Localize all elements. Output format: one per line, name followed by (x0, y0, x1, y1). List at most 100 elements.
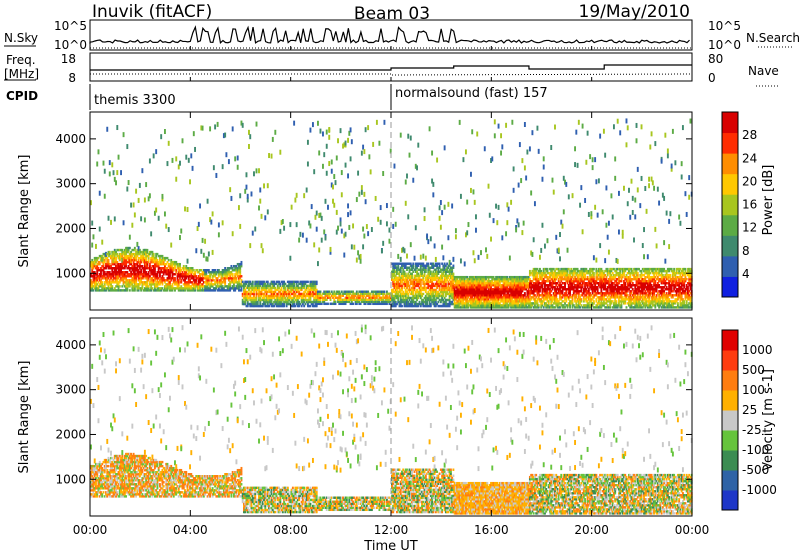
heatmap-cell (109, 171, 111, 176)
heatmap-cell (478, 255, 480, 260)
heatmap-cell (241, 275, 243, 277)
heatmap-cell (296, 193, 298, 198)
heatmap-cell (520, 178, 522, 183)
heatmap-cell (553, 190, 555, 195)
heatmap-cell (187, 259, 189, 264)
heatmap-cell (109, 160, 111, 165)
heatmap-cell (444, 145, 446, 150)
heatmap-cell (190, 153, 192, 158)
heatmap-cell (523, 221, 525, 226)
heatmap-cell (96, 161, 98, 166)
heatmap-cell (175, 177, 177, 182)
heatmap-cell (207, 199, 209, 204)
heatmap-cell (489, 213, 491, 218)
heatmap-cell (261, 214, 263, 219)
heatmap-cell (118, 155, 120, 160)
heatmap-cell (455, 228, 457, 233)
heatmap-cell (447, 235, 449, 240)
heatmap-cell (356, 197, 358, 202)
heatmap-cell (237, 165, 239, 170)
heatmap-cell (485, 247, 487, 252)
freq-left-tick-low: 8 (68, 71, 76, 85)
heatmap-cell (323, 229, 325, 234)
heatmap-cell (337, 226, 339, 231)
heatmap-cell (493, 218, 495, 223)
heatmap-cell (179, 263, 181, 265)
heatmap-cell (366, 224, 368, 229)
heatmap-cell (328, 135, 330, 140)
heatmap-cell (409, 153, 411, 158)
nave-label: Nave (748, 64, 779, 78)
heatmap-cell (450, 263, 452, 265)
heatmap-cell (388, 228, 390, 233)
heatmap-cell (500, 133, 502, 138)
heatmap-cell (215, 173, 217, 178)
heatmap-cell (432, 182, 434, 187)
heatmap-cell (462, 157, 464, 162)
heatmap-cell (113, 170, 115, 175)
heatmap-cell (360, 254, 362, 259)
heatmap-cell (524, 122, 526, 127)
heatmap-cell (115, 180, 117, 185)
heatmap-cell (128, 180, 130, 185)
heatmap-cell (126, 144, 128, 149)
heatmap-cell (422, 254, 424, 259)
heatmap-cell (247, 194, 249, 199)
heatmap-cell (494, 119, 496, 124)
heatmap-cell (294, 198, 296, 203)
heatmap-cell (258, 205, 260, 210)
heatmap-cell (234, 156, 236, 161)
heatmap-cell (431, 151, 433, 156)
heatmap-cell (150, 231, 152, 236)
heatmap-cell (91, 221, 93, 226)
heatmap-cell (138, 198, 140, 203)
heatmap-cell (184, 206, 186, 211)
heatmap-cell (291, 205, 293, 210)
heatmap-cell (158, 216, 160, 221)
heatmap-cell (313, 242, 315, 247)
heatmap-cell (494, 133, 496, 138)
heatmap-cell (108, 216, 110, 221)
heatmap-cell (540, 248, 542, 253)
heatmap-cell (550, 145, 552, 150)
heatmap-cell (165, 224, 167, 229)
heatmap-cell (486, 254, 488, 259)
heatmap-cell (356, 258, 358, 263)
heatmap-cell (350, 210, 352, 215)
heatmap-cell (498, 124, 500, 129)
heatmap-cell (505, 231, 507, 236)
heatmap-cell (452, 273, 454, 275)
heatmap-cell (436, 158, 438, 163)
heatmap-cell (160, 134, 162, 139)
heatmap-cell (547, 238, 549, 243)
heatmap-cell (367, 125, 369, 130)
heatmap-cell (440, 200, 442, 205)
heatmap-cell (238, 205, 240, 210)
heatmap-cell (111, 285, 113, 287)
heatmap-cell (170, 243, 172, 248)
heatmap-cell (352, 303, 354, 305)
heatmap-cell (316, 281, 318, 283)
heatmap-cell (271, 154, 273, 159)
heatmap-cell (460, 194, 462, 199)
heatmap-cell (559, 256, 561, 261)
heatmap-cell (394, 164, 396, 169)
heatmap-cell (309, 128, 311, 133)
heatmap-cell (237, 155, 239, 160)
heatmap-cell (424, 216, 426, 221)
heatmap-cell (491, 156, 493, 161)
heatmap-cell (119, 285, 121, 287)
heatmap-cell (530, 190, 532, 195)
heatmap-cell (350, 127, 352, 132)
heatmap-cell (410, 242, 412, 247)
heatmap-cell (267, 209, 269, 214)
heatmap-cell (538, 304, 540, 306)
heatmap-cell (252, 281, 254, 283)
cpid-mode-normalsound: normalsound (fast) 157 (395, 86, 548, 101)
nsky-left-tick-high: 10^5 (54, 19, 87, 33)
heatmap-cell (325, 235, 327, 240)
date-title: 19/May/2010 (579, 2, 691, 22)
heatmap-cell (316, 227, 318, 232)
freq-line (90, 65, 692, 70)
heatmap-cell (144, 217, 146, 222)
